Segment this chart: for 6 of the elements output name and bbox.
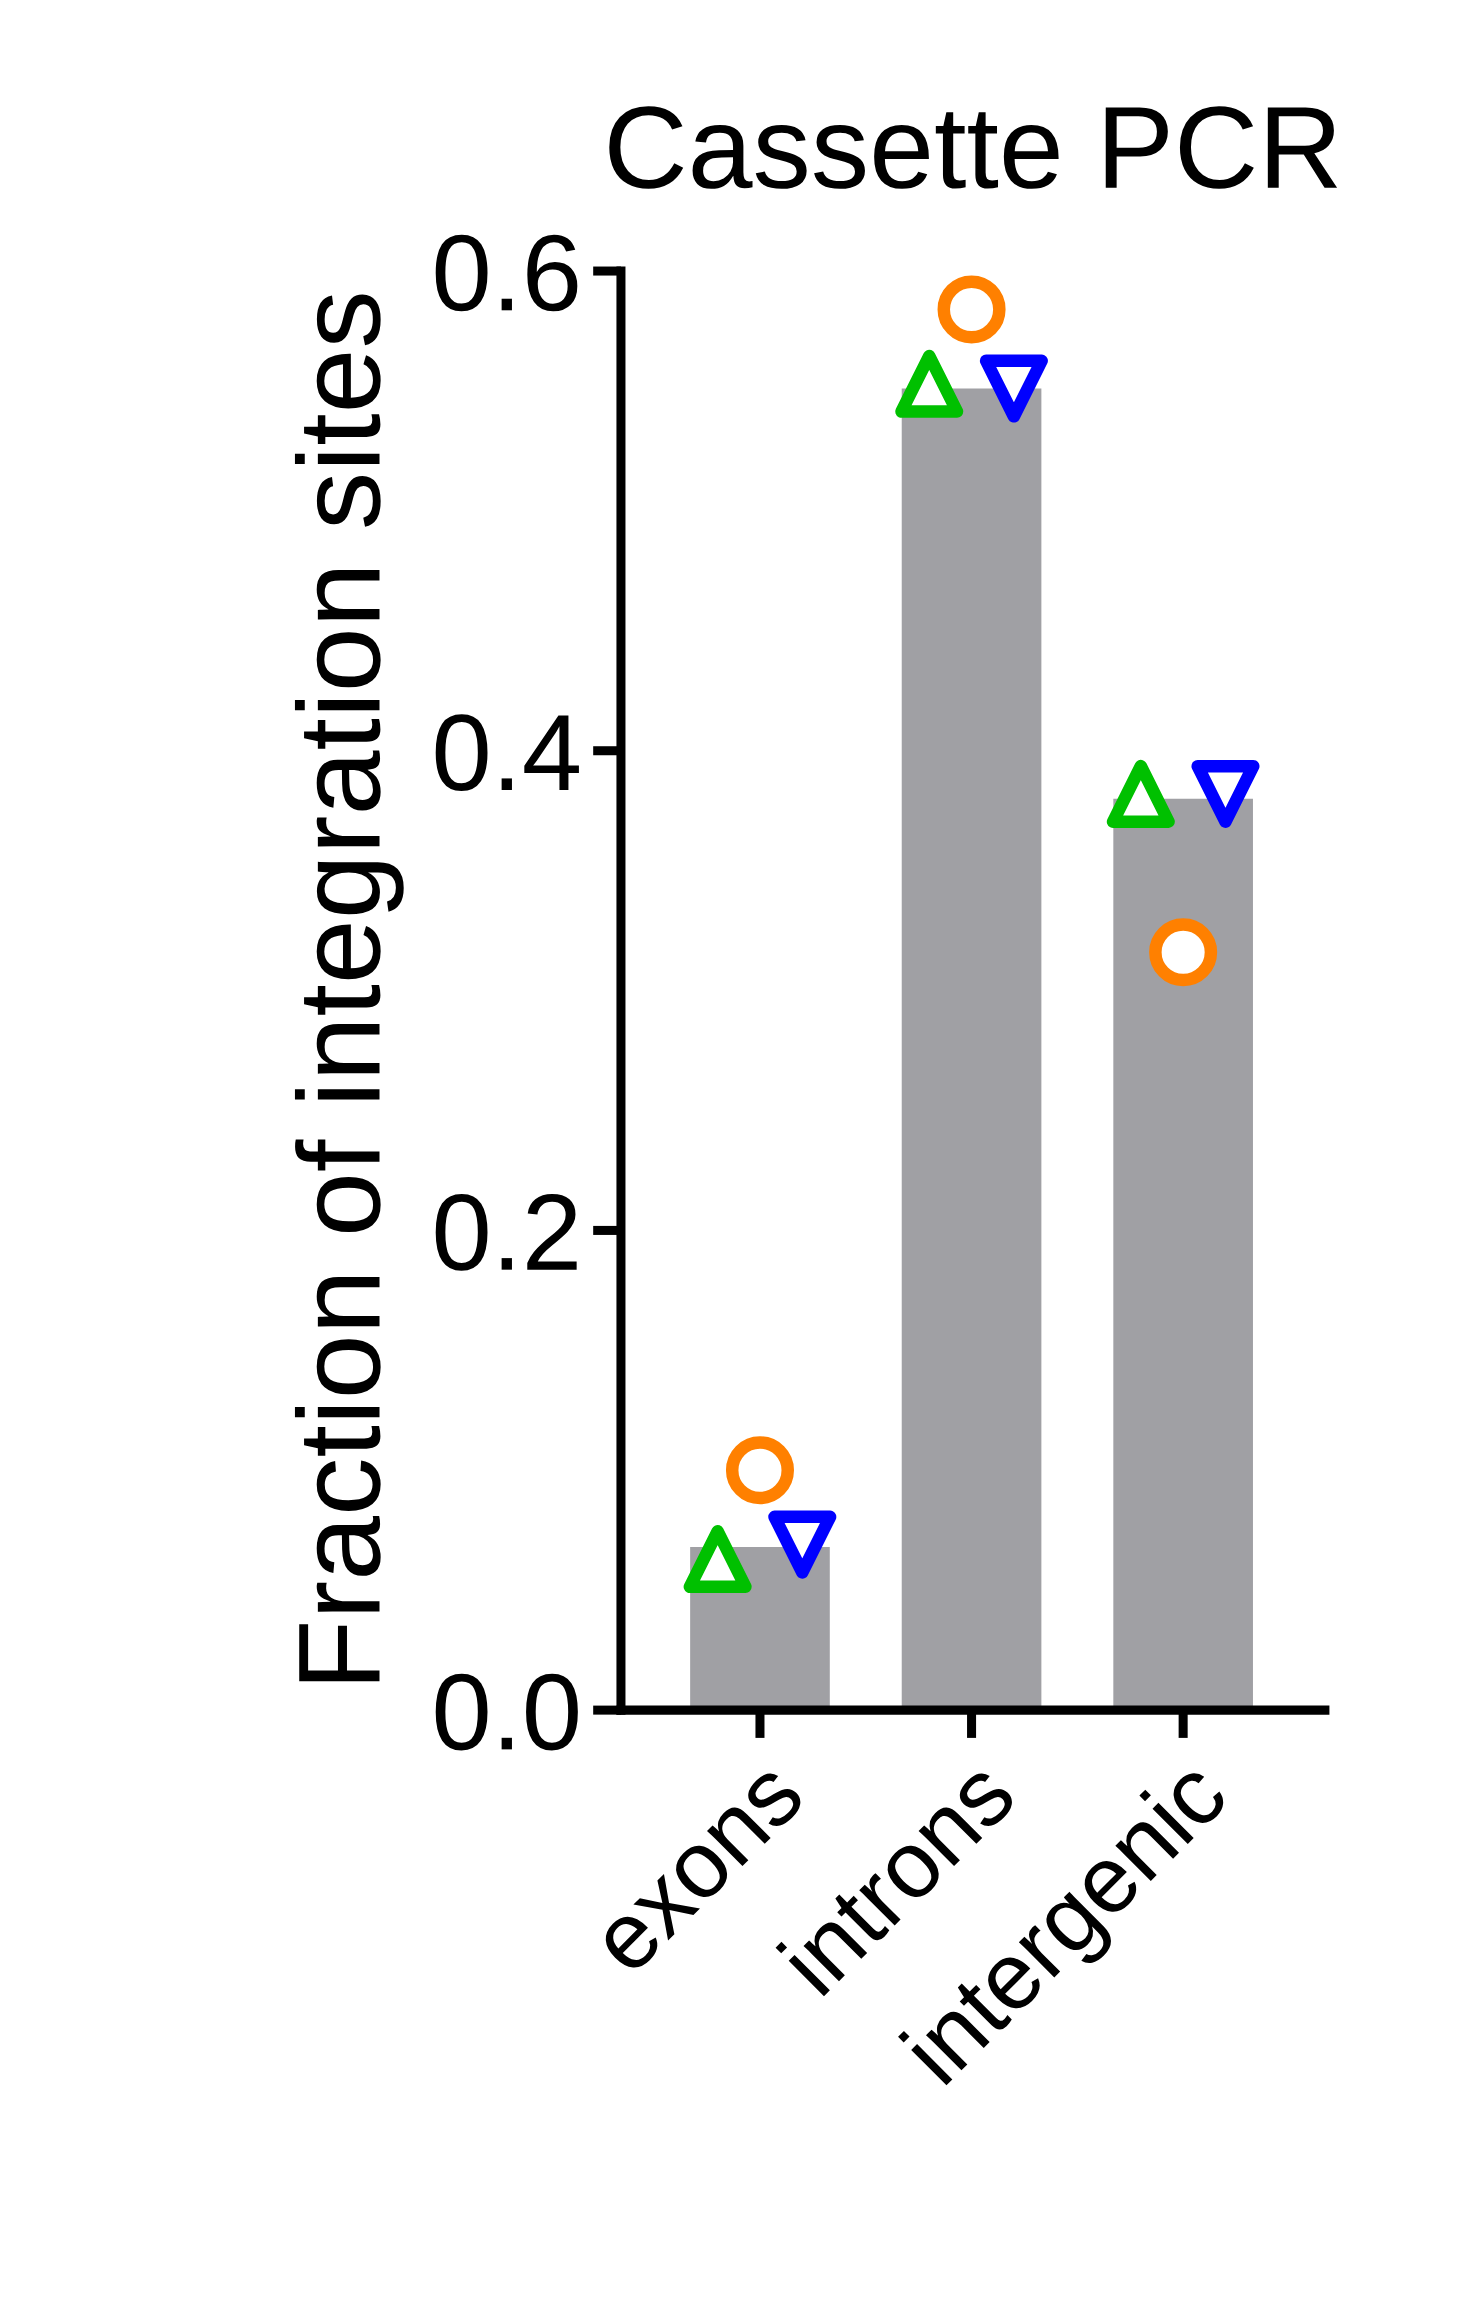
y-tick-label: 0.2 bbox=[435, 1194, 577, 1271]
y-axis-title: Fraction of integration sites bbox=[294, 294, 404, 1682]
chart-title: Cassette PCR bbox=[609, 106, 1338, 189]
y-tick-label: 0.0 bbox=[435, 1673, 578, 1751]
y-tick-label: 0.4 bbox=[435, 714, 579, 792]
y-tick-label: 0.6 bbox=[435, 234, 578, 312]
